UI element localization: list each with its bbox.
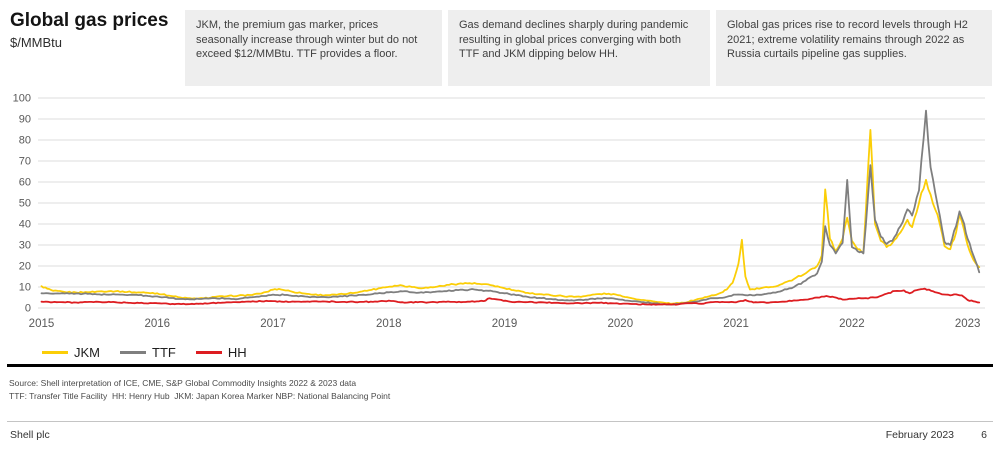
- x-tick-label: 2018: [376, 318, 402, 330]
- y-tick-label: 50: [19, 198, 31, 210]
- series-line-ttf: [40, 109, 981, 306]
- legend-label-hh: HH: [227, 345, 247, 360]
- series-line-jkm: [40, 128, 981, 305]
- y-tick-label: 30: [19, 240, 31, 252]
- legend-swatch-jkm: [42, 351, 68, 354]
- definitions-line: TTF: Transfer Title Facility HH: Henry H…: [9, 391, 391, 401]
- annotation-text: JKM, the premium gas marker, prices seas…: [196, 19, 418, 61]
- y-tick-label: 80: [19, 135, 31, 147]
- y-tick-label: 90: [19, 114, 31, 126]
- annotation-box-volatility: Global gas prices rise to record levels …: [716, 10, 992, 86]
- legend-item-ttf: TTF: [120, 345, 176, 360]
- page-title: Global gas prices: [10, 10, 169, 31]
- x-tick-label: 2023: [955, 318, 981, 330]
- legend-swatch-hh: [195, 351, 222, 354]
- y-tick-label: 60: [19, 177, 31, 189]
- y-tick-label: 100: [13, 93, 31, 105]
- x-tick-label: 2021: [723, 318, 749, 330]
- x-tick-label: 2017: [260, 318, 286, 330]
- x-tick-label: 2020: [608, 318, 634, 330]
- footer-page-number: 6: [981, 429, 987, 441]
- x-tick-label: 2016: [144, 318, 170, 330]
- x-tick-label: 2015: [29, 318, 55, 330]
- annotation-box-jkm-winter: JKM, the premium gas marker, prices seas…: [185, 10, 442, 86]
- divider-thick: [7, 364, 993, 367]
- x-tick-label: 2019: [492, 318, 518, 330]
- annotation-box-pandemic: Gas demand declines sharply during pande…: [448, 10, 710, 86]
- annotation-text: Gas demand declines sharply during pande…: [459, 19, 689, 61]
- footer-company: Shell plc: [10, 429, 50, 441]
- annotation-text: Global gas prices rise to record levels …: [727, 19, 968, 61]
- y-tick-label: 70: [19, 156, 31, 168]
- x-tick-label: 2022: [839, 318, 865, 330]
- y-tick-label: 0: [25, 303, 31, 315]
- series-line-hh: [40, 287, 981, 306]
- legend-swatch-ttf: [120, 351, 146, 354]
- y-tick-label: 40: [19, 219, 31, 231]
- footer-date: February 2023: [885, 429, 954, 441]
- legend-label-jkm: JKM: [74, 345, 100, 360]
- chart-legend: JKM TTF HH: [42, 345, 267, 360]
- y-axis-unit-label: $/MMBtu: [10, 35, 63, 50]
- source-line: Source: Shell interpretation of ICE, CME…: [9, 378, 357, 388]
- y-tick-label: 10: [19, 282, 31, 294]
- gas-prices-line-chart: 0 10 20 30 40 50 60 70 80 90 100 2015 2016 2017 2018 20…: [13, 93, 985, 330]
- legend-item-jkm: JKM: [42, 345, 100, 360]
- legend-item-hh: HH: [195, 345, 247, 360]
- y-tick-label: 20: [19, 261, 31, 273]
- legend-label-ttf: TTF: [152, 345, 176, 360]
- divider-thin: [7, 421, 993, 422]
